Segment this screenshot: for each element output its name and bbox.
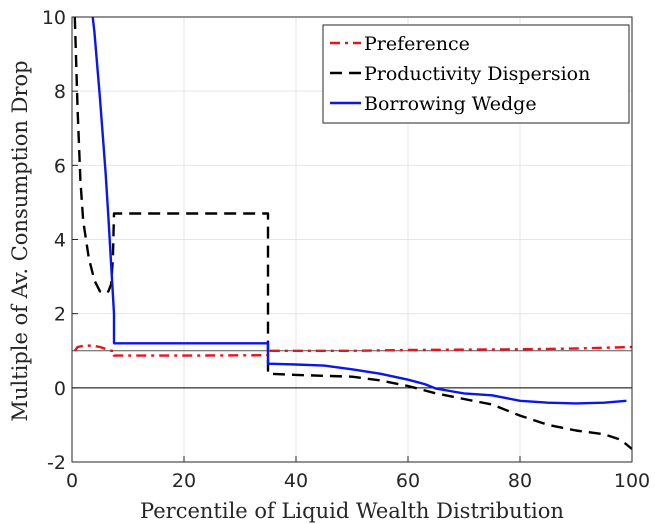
y-tick-label: 10 xyxy=(42,7,66,29)
legend-label-productivity-dispersion: Productivity Dispersion xyxy=(364,63,590,85)
y-tick-label: 6 xyxy=(54,155,66,177)
x-tick-label: 20 xyxy=(172,470,196,492)
x-tick-label: 0 xyxy=(66,470,78,492)
y-axis-label: Multiple of Av. Consumption Drop xyxy=(8,60,32,421)
series-layer xyxy=(73,17,632,450)
legend-label-borrowing-wedge: Borrowing Wedge xyxy=(364,93,537,115)
legend: Preference Productivity Dispersion Borro… xyxy=(322,24,630,124)
y-tick-label: -2 xyxy=(47,452,66,474)
reference-lines xyxy=(72,350,632,389)
x-tick-label: 100 xyxy=(614,470,650,492)
x-tick-label: 80 xyxy=(508,470,532,492)
x-axis-label: Percentile of Liquid Wealth Distribution xyxy=(140,499,564,523)
series-line-preference xyxy=(73,344,632,357)
series-line-productivity-dispersion xyxy=(73,17,632,450)
y-tick-label: 2 xyxy=(54,304,66,326)
y-tick-label: 4 xyxy=(54,230,66,252)
y-tick-label: 8 xyxy=(54,81,66,103)
x-tick-label: 40 xyxy=(284,470,308,492)
y-tick-label: 0 xyxy=(54,378,66,400)
series-line-borrowing-wedge xyxy=(91,17,627,405)
x-tick-label: 60 xyxy=(396,470,420,492)
legend-label-preference: Preference xyxy=(364,33,470,55)
legend-box xyxy=(322,24,630,124)
